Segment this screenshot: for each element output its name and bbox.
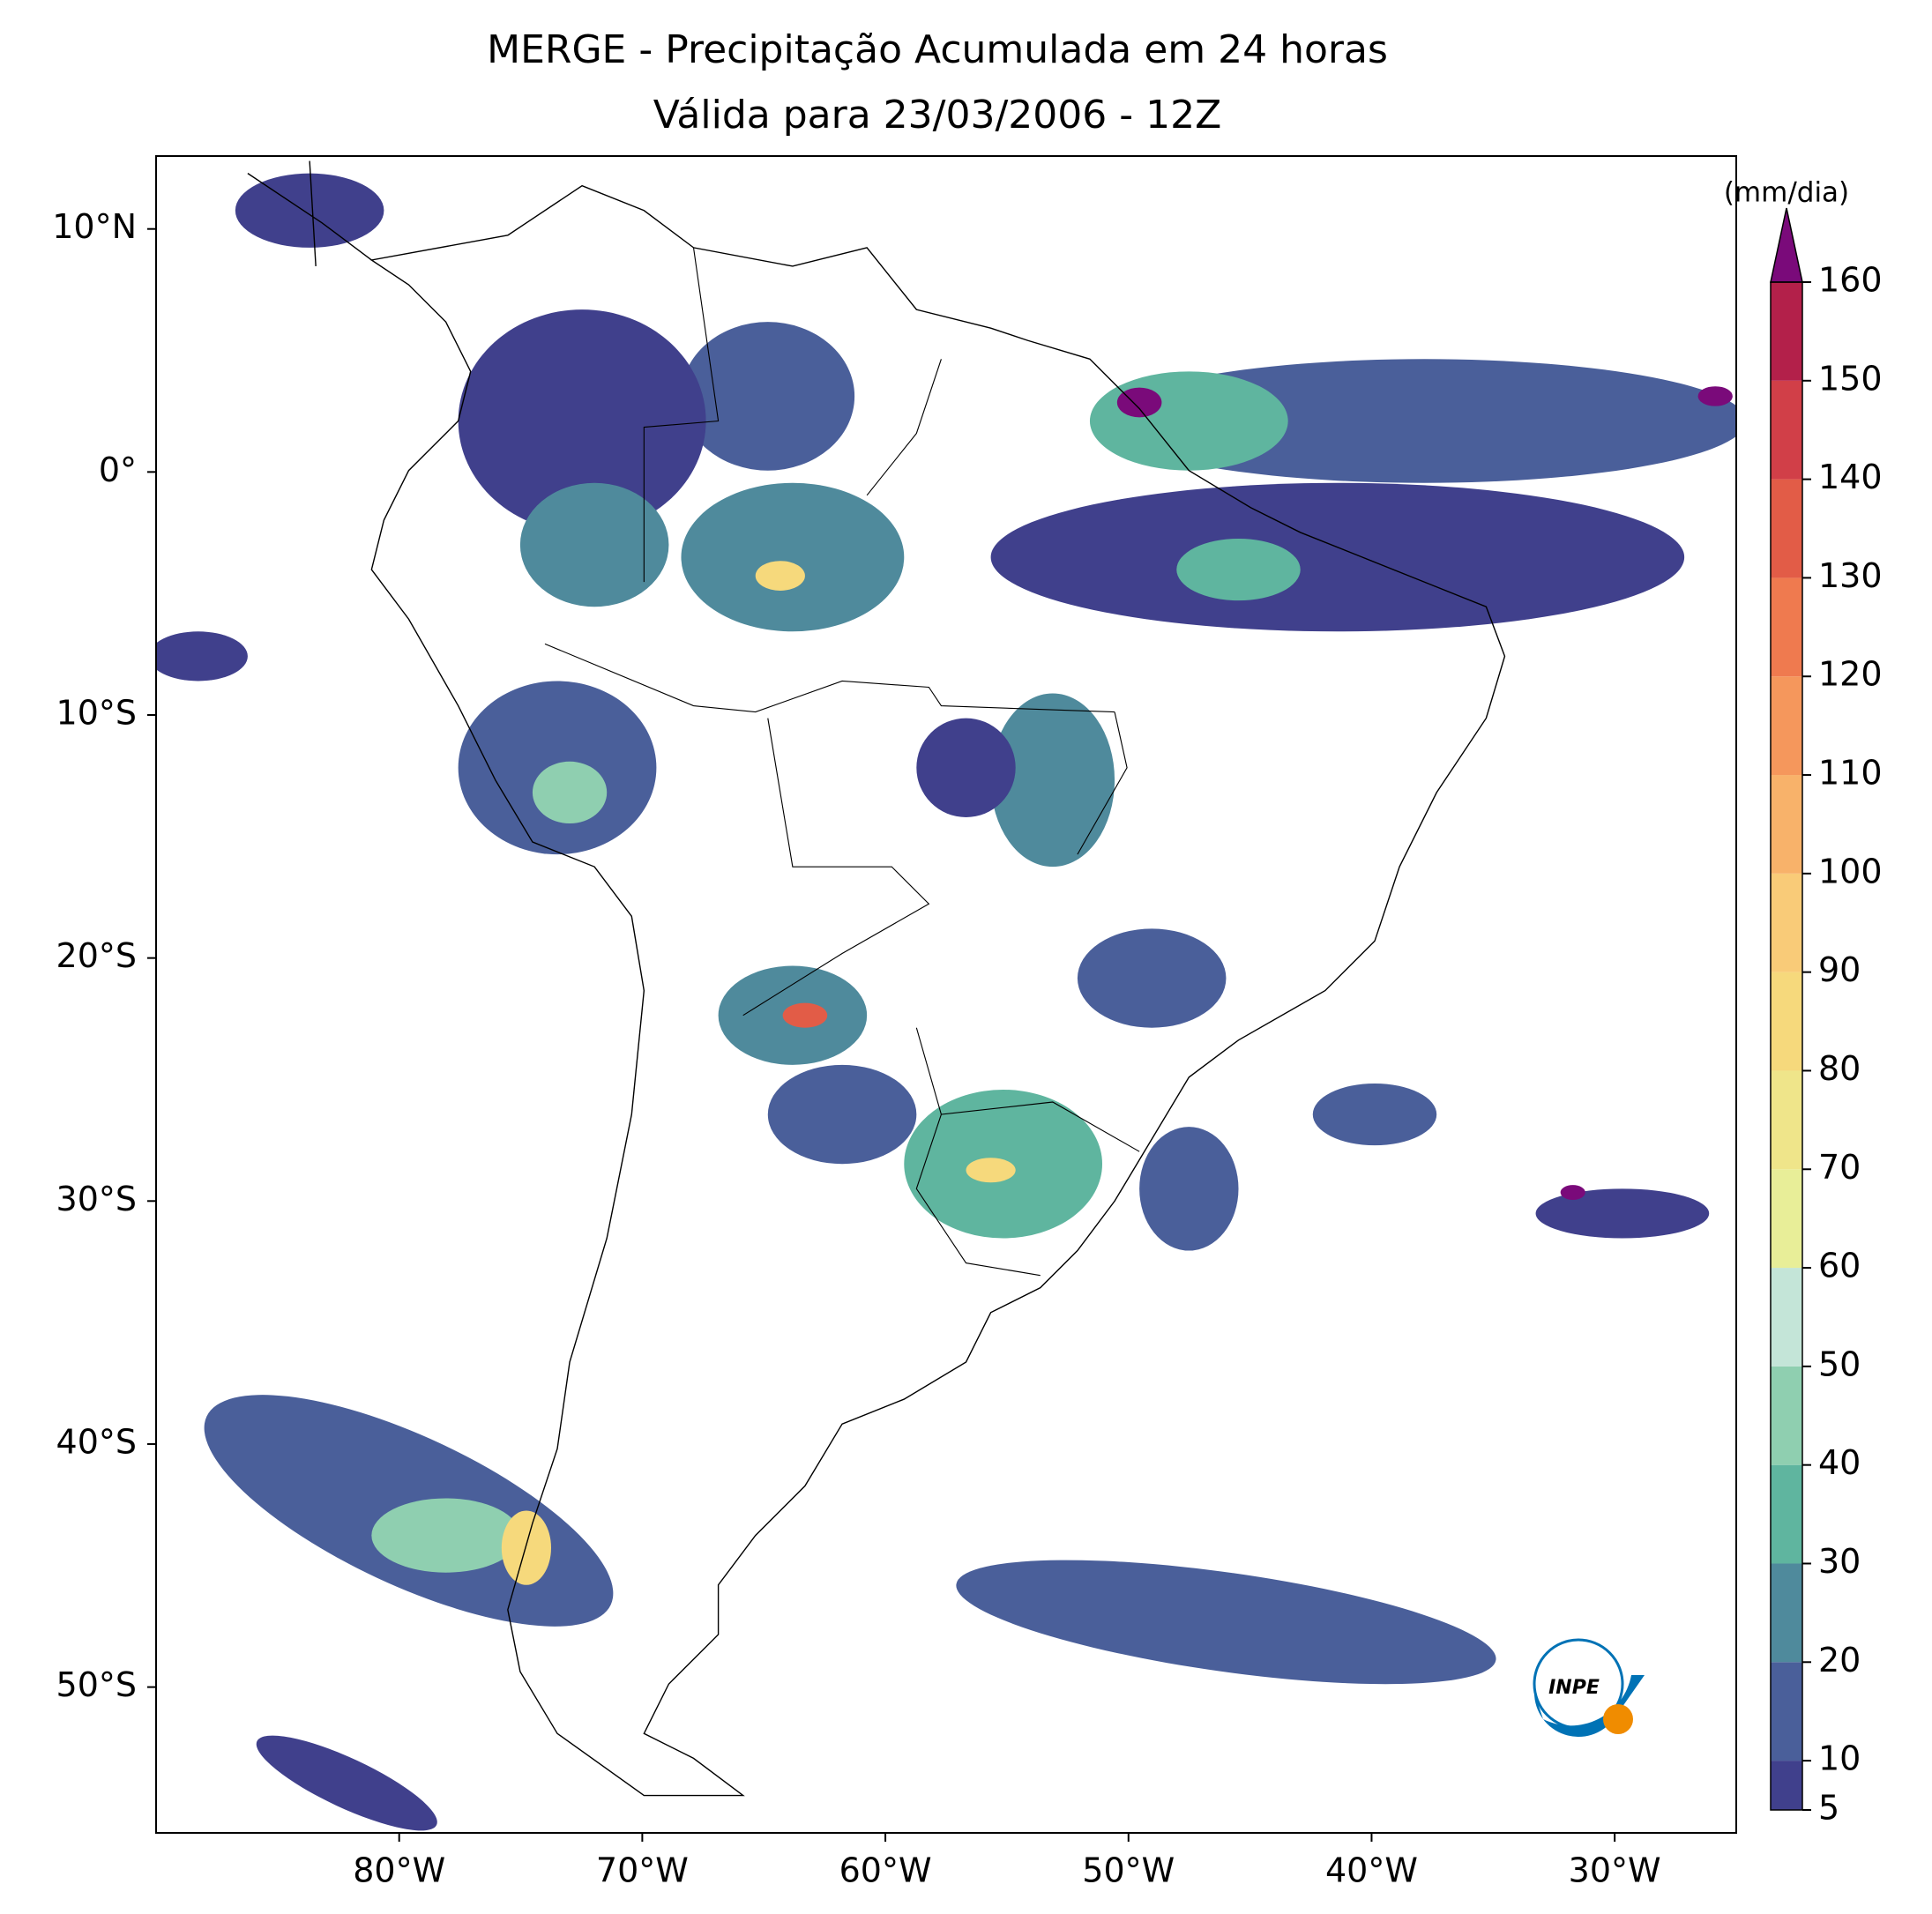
title-line: Válida para 23/03/2006 - 12Z	[653, 93, 1222, 138]
colorbar-tick-label: 110	[1818, 754, 1883, 793]
colorbar-band	[1771, 380, 1802, 480]
colorbar-tick-label: 130	[1818, 556, 1883, 595]
logo: INPE	[1533, 1638, 1645, 1737]
y-tick-label: 10°S	[56, 694, 137, 733]
colorbar-frame	[1770, 281, 1803, 1811]
x-tick-label: 40°W	[1325, 1851, 1418, 1890]
colorbar-tick-label: 70	[1818, 1148, 1861, 1187]
colorbar-band	[1771, 1366, 1802, 1465]
x-tick-label: 60°W	[839, 1851, 932, 1890]
colorbar-extend	[1770, 207, 1803, 283]
y-tick-label: 10°N	[52, 207, 137, 246]
colorbar-tick-label: 100	[1818, 852, 1883, 890]
x-tick-label: 70°W	[596, 1851, 689, 1890]
map-frame	[155, 155, 1737, 1834]
colorbar-tick-label: 140	[1818, 458, 1883, 496]
colorbar-band	[1771, 1563, 1802, 1663]
colorbar-band	[1771, 1169, 1802, 1269]
y-tick-label: 20°S	[56, 936, 137, 975]
colorbar-tick-label: 10	[1818, 1739, 1861, 1778]
colorbar-tick-label: 40	[1818, 1443, 1861, 1482]
logo-text: INPE	[1548, 1677, 1600, 1699]
colorbar-band	[1771, 676, 1802, 776]
colorbar-tick-label: 50	[1818, 1344, 1861, 1383]
colorbar-band	[1771, 1761, 1802, 1810]
colorbar-tick-label: 30	[1818, 1542, 1861, 1581]
x-tick-label: 50°W	[1082, 1851, 1175, 1890]
colorbar-band	[1771, 577, 1802, 677]
colorbar-tick-label: 20	[1818, 1641, 1861, 1679]
colorbar-tick-label: 150	[1818, 359, 1883, 398]
colorbar-band	[1771, 775, 1802, 874]
coastline	[247, 160, 1506, 1797]
colorbar-band	[1771, 479, 1802, 578]
colorbar-tick-label: 5	[1818, 1789, 1839, 1828]
x-tick-label: 30°W	[1569, 1851, 1661, 1890]
colorbar-tick-label: 160	[1818, 261, 1883, 300]
y-tick-label: 50°S	[56, 1665, 137, 1704]
y-tick-label: 0°	[99, 451, 137, 489]
title-line: MERGE - Precipitação Acumulada em 24 hor…	[487, 27, 1388, 72]
colorbar-tick-label: 120	[1818, 655, 1883, 694]
colorbar-label: (mm/dia)	[1724, 177, 1849, 209]
colorbar-band	[1771, 873, 1802, 972]
colorbar-tick-label: 90	[1818, 950, 1861, 989]
x-tick-label: 80°W	[353, 1851, 445, 1890]
map-area	[156, 160, 1736, 1831]
colorbar-band	[1771, 282, 1802, 381]
colorbar-tick-label: 80	[1818, 1049, 1861, 1088]
y-tick-label: 30°S	[56, 1180, 137, 1218]
colorbar-band	[1771, 1268, 1802, 1367]
colorbar-band	[1771, 1464, 1802, 1564]
colorbar-band	[1771, 972, 1802, 1071]
colorbar-tick-label: 60	[1818, 1247, 1861, 1285]
colorbar-band	[1771, 1662, 1802, 1761]
y-tick-label: 40°S	[56, 1422, 137, 1461]
precipitation	[156, 173, 1736, 1831]
colorbar-band	[1771, 1070, 1802, 1170]
